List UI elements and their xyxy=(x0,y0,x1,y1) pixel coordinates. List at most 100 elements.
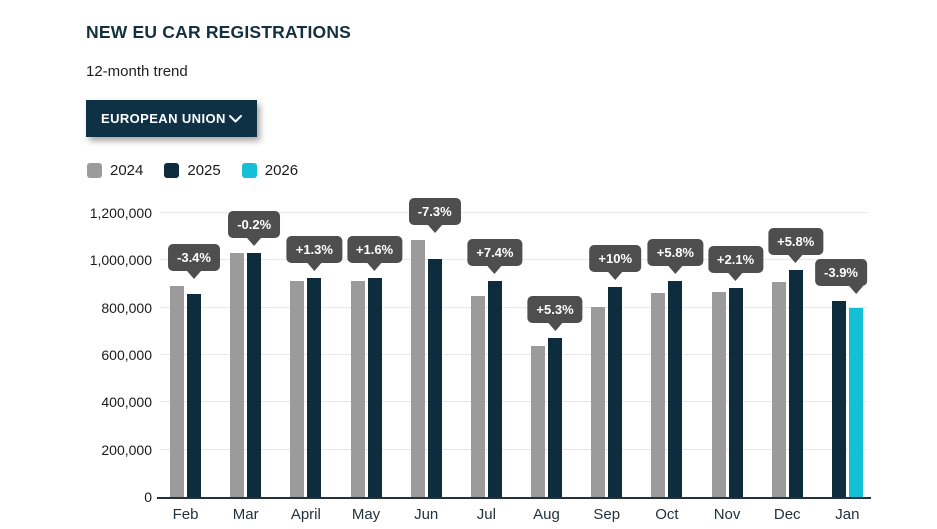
x-tick-label-mar: Mar xyxy=(232,506,259,523)
x-tick-label-jun: Jun xyxy=(414,506,439,523)
legend-swatch-2026 xyxy=(241,163,257,178)
chart-legend: 2024 2025 2026 xyxy=(87,162,298,179)
badge-tail xyxy=(187,271,201,280)
y-tick-label: 0 xyxy=(144,489,152,505)
bar-jan-2026 xyxy=(848,308,863,497)
change-badge-feb: -3.4% xyxy=(168,244,220,280)
bar-jun-2024 xyxy=(410,240,425,497)
bar-mar-2024 xyxy=(230,252,245,497)
page-title: NEW EU CAR REGISTRATIONS xyxy=(86,22,352,42)
month-group-jan: -3.9% Jan xyxy=(815,213,867,523)
legend-item-2026: 2026 xyxy=(241,162,299,179)
change-badge-jan: -3.9% xyxy=(815,258,867,294)
y-tick-label: 600,000 xyxy=(101,347,152,363)
bar-jul-2025 xyxy=(487,280,502,497)
y-tick-label: 1,200,000 xyxy=(89,205,152,221)
bar-jul-2024 xyxy=(470,295,485,497)
change-badge-sep: +10% xyxy=(589,245,642,281)
bar-jan-2025 xyxy=(831,300,846,497)
badge-tail xyxy=(307,263,322,272)
badge-tail xyxy=(788,254,803,263)
gridline xyxy=(160,448,867,450)
badge-tail xyxy=(548,322,563,331)
legend-item-2024: 2024 xyxy=(87,162,143,179)
chevron-down-icon xyxy=(229,114,242,123)
x-tick-label-dec: Dec xyxy=(773,506,801,523)
month-group-jul: +7.4% Jul xyxy=(467,213,523,523)
change-badge-may: +1.6% xyxy=(346,235,403,271)
change-badge-jul: +7.4% xyxy=(467,238,523,274)
legend-swatch-2024 xyxy=(87,163,102,178)
x-tick-label-april: April xyxy=(290,506,321,523)
change-badge-oct: +5.8% xyxy=(647,238,703,274)
x-tick-label-oct: Oct xyxy=(655,506,679,523)
bar-nov-2024 xyxy=(711,292,726,497)
change-badge-mar: -0.2% xyxy=(228,210,281,246)
bar-april-2024 xyxy=(290,280,305,497)
month-group-aug: +5.3% Aug xyxy=(527,213,583,523)
change-badge-aug: +5.3% xyxy=(527,295,583,331)
x-tick-label-jul: Jul xyxy=(476,506,496,523)
change-badge-jun: -7.3% xyxy=(408,198,461,234)
month-group-jun: -7.3% Jun xyxy=(408,198,461,523)
bar-april-2025 xyxy=(307,278,322,497)
region-dropdown-label: EUROPEAN UNION xyxy=(101,111,226,126)
badge-tail xyxy=(247,237,262,246)
bar-feb-2024 xyxy=(170,286,184,497)
badge-tail xyxy=(668,265,683,274)
x-tick-label-feb: Feb xyxy=(172,506,199,523)
bar-dec-2024 xyxy=(771,282,786,497)
x-tick-label-jan: Jan xyxy=(835,506,860,523)
legend-label-2024: 2024 xyxy=(110,162,144,179)
x-axis-line xyxy=(157,497,871,499)
badge-tail xyxy=(427,225,442,234)
change-badge-april: +1.3% xyxy=(286,236,342,272)
y-axis-labels: 0 200,000 400,000 600,000 800,000 1,000,000 1,… xyxy=(0,205,152,505)
month-group-dec: +5.8% Dec xyxy=(768,213,824,523)
gridline xyxy=(160,306,867,308)
bar-dec-2025 xyxy=(788,269,803,497)
change-badge-nov: +2.1% xyxy=(707,245,764,281)
gridline xyxy=(160,354,867,355)
bar-oct-2025 xyxy=(668,280,683,497)
change-badge-dec: +5.8% xyxy=(768,227,824,263)
y-tick-label: 200,000 xyxy=(101,441,152,458)
x-tick-label-may: May xyxy=(351,506,381,523)
month-group-mar: -0.2% Mar xyxy=(228,210,281,523)
bar-mar-2025 xyxy=(247,253,262,497)
bar-sep-2025 xyxy=(608,287,623,497)
legend-label-2025: 2025 xyxy=(187,162,221,179)
legend-label-2026: 2026 xyxy=(264,162,299,179)
legend-swatch-2025 xyxy=(164,163,180,178)
bar-sep-2024 xyxy=(591,306,606,497)
badge-tail xyxy=(848,285,863,294)
month-group-nov: +2.1% Nov xyxy=(707,213,764,523)
y-tick-label: 400,000 xyxy=(101,394,152,411)
month-group-may: +1.6% May xyxy=(346,213,403,523)
bar-jun-2025 xyxy=(427,258,442,497)
x-tick-label-aug: Aug xyxy=(533,506,560,523)
bar-oct-2024 xyxy=(651,292,666,497)
gridline xyxy=(160,212,867,213)
y-tick-label: 1,000,000 xyxy=(89,252,152,269)
month-group-feb: -3.4% Feb xyxy=(168,213,220,523)
bar-chart-plot: -3.4% Feb -0.2% Mar +1.3% April +1.6% May -7.3% J… xyxy=(157,198,871,523)
bar-feb-2025 xyxy=(187,293,201,497)
x-tick-label-nov: Nov xyxy=(713,506,741,523)
bar-aug-2025 xyxy=(548,337,563,497)
bar-may-2024 xyxy=(350,281,365,497)
bar-may-2025 xyxy=(367,277,382,497)
y-tick-label: 800,000 xyxy=(101,299,152,316)
badge-tail xyxy=(367,262,382,271)
badge-tail xyxy=(608,272,623,281)
region-dropdown[interactable]: EUROPEAN UNION xyxy=(86,100,257,137)
chart-subtitle: 12-month trend xyxy=(86,63,188,80)
month-group-oct: +5.8% Oct xyxy=(647,213,703,523)
bar-aug-2024 xyxy=(531,345,546,497)
badge-tail xyxy=(487,265,502,274)
badge-tail xyxy=(728,272,743,281)
month-group-sep: +10% Sep xyxy=(589,213,642,523)
bar-groups: -3.4% Feb -0.2% Mar +1.3% April +1.6% May -7.3% J… xyxy=(160,198,867,523)
month-group-april: +1.3% April xyxy=(286,213,342,523)
